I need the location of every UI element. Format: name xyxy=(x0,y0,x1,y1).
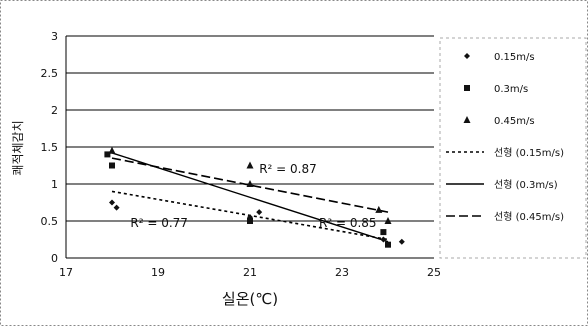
data-point xyxy=(256,209,263,216)
legend-marker xyxy=(464,53,470,59)
y-tick-label: 0.5 xyxy=(41,215,59,228)
x-tick-label: 17 xyxy=(59,266,73,279)
r-squared-label: R² = 0.77 xyxy=(130,216,188,230)
annotations: R² = 0.87 R² = 0.77 R² = 0.85 xyxy=(130,162,376,230)
x-tick-label: 25 xyxy=(427,266,441,279)
legend-label: 0.3m/s xyxy=(494,84,528,95)
y-tick-label: 1 xyxy=(51,178,58,191)
y-tick-label: 2 xyxy=(51,104,58,117)
data-point xyxy=(380,229,387,236)
data-point xyxy=(375,205,383,213)
x-axis-label: 실온(℃) xyxy=(222,290,278,308)
data-point xyxy=(380,236,387,243)
data-point xyxy=(104,151,111,158)
data-point xyxy=(384,217,392,224)
legend-label: 선형 (0.45m/s) xyxy=(494,211,564,223)
legend: 0.15m/s 0.3m/s 0.45m/s 선형 (0.15m/s) 선형 (0.3m… xyxy=(439,37,587,259)
legend-label: 선형 (0.3m/s) xyxy=(494,179,558,191)
data-point xyxy=(108,146,116,154)
data-point xyxy=(246,180,254,187)
y-axis-label: 쾌적체감치 xyxy=(11,120,25,175)
data-marks xyxy=(104,146,405,248)
y-tick-label: 3 xyxy=(51,30,58,43)
data-point xyxy=(113,204,120,211)
data-point xyxy=(109,199,115,206)
data-point xyxy=(246,161,254,169)
y-tick-label: 1.5 xyxy=(41,141,59,154)
y-tick-label: 0 xyxy=(51,252,58,265)
x-tick-label: 19 xyxy=(151,266,165,279)
x-tick-label: 21 xyxy=(243,266,257,279)
data-point xyxy=(247,218,253,224)
legend-label: 0.15m/s xyxy=(494,52,535,63)
data-point xyxy=(109,162,115,169)
legend-marker xyxy=(463,116,471,123)
data-point xyxy=(398,238,405,245)
x-tick-label: 23 xyxy=(335,266,349,279)
axes: 0 0.5 1 1.5 2 2.5 3 17 19 21 23 25 xyxy=(41,30,442,279)
y-tick-label: 2.5 xyxy=(41,67,59,80)
r-squared-label: R² = 0.87 xyxy=(259,162,317,176)
legend-label: 0.45m/s xyxy=(494,116,535,127)
data-point xyxy=(385,241,391,248)
legend-box xyxy=(439,37,587,259)
trendline xyxy=(111,157,389,213)
r-squared-label: R² = 0.85 xyxy=(319,216,377,230)
legend-label: 선형 (0.15m/s) xyxy=(494,147,564,159)
legend-marker xyxy=(464,85,470,91)
